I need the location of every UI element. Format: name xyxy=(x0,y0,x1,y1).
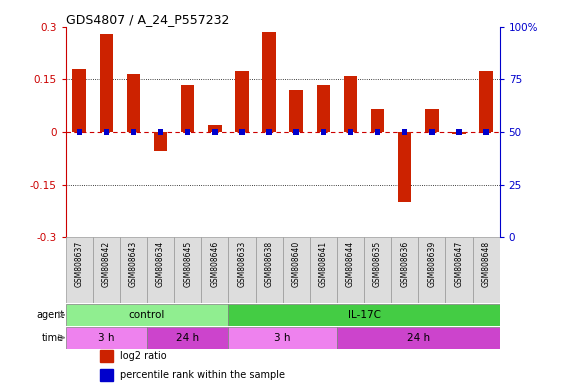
Bar xyxy=(364,237,391,303)
Bar xyxy=(66,237,93,303)
Bar xyxy=(228,304,500,326)
Bar xyxy=(293,129,299,135)
Bar xyxy=(104,129,109,135)
Bar xyxy=(283,237,309,303)
Bar xyxy=(483,129,489,135)
Bar xyxy=(154,132,167,151)
Text: GSM808648: GSM808648 xyxy=(481,240,490,287)
Text: GSM808634: GSM808634 xyxy=(156,240,165,287)
Text: GSM808646: GSM808646 xyxy=(210,240,219,287)
Bar xyxy=(202,237,228,303)
Text: GSM808644: GSM808644 xyxy=(346,240,355,287)
Bar xyxy=(289,90,303,132)
Bar xyxy=(337,327,500,349)
Text: GSM808643: GSM808643 xyxy=(129,240,138,287)
Text: GSM808638: GSM808638 xyxy=(264,240,274,287)
Bar xyxy=(479,71,493,132)
Bar xyxy=(66,327,147,349)
Bar xyxy=(391,237,418,303)
Bar xyxy=(418,237,445,303)
Bar xyxy=(235,71,249,132)
Bar xyxy=(208,125,222,132)
Bar xyxy=(127,74,140,132)
Bar xyxy=(77,129,82,135)
Text: GSM808647: GSM808647 xyxy=(455,240,464,287)
Bar xyxy=(375,129,380,135)
Bar xyxy=(402,129,407,135)
Bar xyxy=(266,129,272,135)
Text: IL-17C: IL-17C xyxy=(348,310,380,320)
Bar xyxy=(398,132,412,202)
Bar xyxy=(321,129,326,135)
Text: GSM808645: GSM808645 xyxy=(183,240,192,287)
Bar xyxy=(174,237,202,303)
Text: 3 h: 3 h xyxy=(275,333,291,343)
Bar xyxy=(309,237,337,303)
Bar xyxy=(73,69,86,132)
Bar xyxy=(425,109,439,132)
Text: GSM808637: GSM808637 xyxy=(75,240,84,287)
Text: GSM808640: GSM808640 xyxy=(292,240,301,287)
Bar xyxy=(255,237,283,303)
Bar xyxy=(316,85,330,132)
Bar xyxy=(100,350,114,362)
Text: GDS4807 / A_24_P557232: GDS4807 / A_24_P557232 xyxy=(66,13,229,26)
Bar xyxy=(99,34,113,132)
Bar xyxy=(239,129,245,135)
Text: GSM808636: GSM808636 xyxy=(400,240,409,287)
Text: 24 h: 24 h xyxy=(176,333,199,343)
Bar xyxy=(181,85,195,132)
Bar xyxy=(429,129,435,135)
Bar xyxy=(348,129,353,135)
Bar xyxy=(185,129,191,135)
Bar xyxy=(456,129,461,135)
Bar xyxy=(337,237,364,303)
Text: percentile rank within the sample: percentile rank within the sample xyxy=(120,370,285,380)
Text: GSM808635: GSM808635 xyxy=(373,240,382,287)
Text: log2 ratio: log2 ratio xyxy=(120,351,167,361)
Text: control: control xyxy=(129,310,165,320)
Bar xyxy=(473,237,500,303)
Bar xyxy=(158,129,163,135)
Bar xyxy=(147,237,174,303)
Text: agent: agent xyxy=(36,310,65,320)
Bar xyxy=(262,32,276,132)
Text: GSM808642: GSM808642 xyxy=(102,240,111,287)
Bar xyxy=(131,129,136,135)
Text: 24 h: 24 h xyxy=(407,333,430,343)
Bar xyxy=(371,109,384,132)
Bar xyxy=(100,369,114,381)
Bar xyxy=(344,76,357,132)
Text: GSM808633: GSM808633 xyxy=(238,240,247,287)
Bar xyxy=(147,327,228,349)
Bar xyxy=(452,132,466,134)
Bar xyxy=(93,237,120,303)
Text: GSM808639: GSM808639 xyxy=(427,240,436,287)
Text: time: time xyxy=(42,333,65,343)
Bar xyxy=(212,129,218,135)
Bar xyxy=(445,237,473,303)
Bar xyxy=(228,327,337,349)
Bar xyxy=(66,304,228,326)
Bar xyxy=(228,237,255,303)
Text: 3 h: 3 h xyxy=(98,333,115,343)
Bar xyxy=(120,237,147,303)
Text: GSM808641: GSM808641 xyxy=(319,240,328,287)
